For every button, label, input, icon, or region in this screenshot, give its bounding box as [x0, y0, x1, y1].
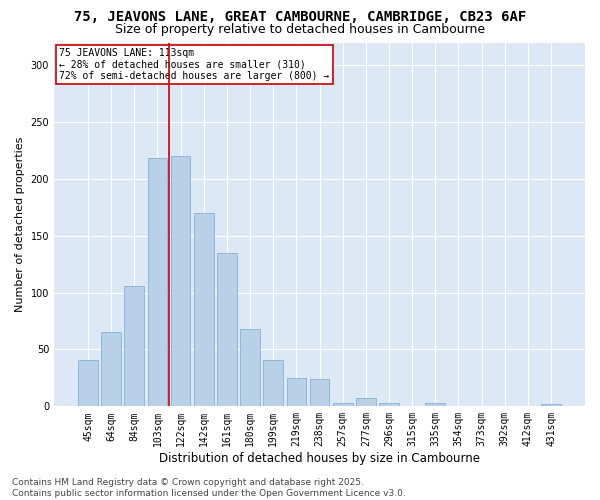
Bar: [356, 398, 376, 406]
Bar: [171, 156, 190, 406]
Text: 75, JEAVONS LANE, GREAT CAMBOURNE, CAMBRIDGE, CB23 6AF: 75, JEAVONS LANE, GREAT CAMBOURNE, CAMBR…: [74, 10, 526, 24]
Bar: [124, 286, 144, 406]
Bar: [148, 158, 167, 406]
Bar: [101, 332, 121, 406]
Bar: [263, 360, 283, 406]
X-axis label: Distribution of detached houses by size in Cambourne: Distribution of detached houses by size …: [159, 452, 480, 465]
Bar: [287, 378, 306, 406]
Bar: [425, 403, 445, 406]
Bar: [78, 360, 98, 406]
Bar: [240, 329, 260, 406]
Bar: [541, 404, 561, 406]
Y-axis label: Number of detached properties: Number of detached properties: [15, 136, 25, 312]
Bar: [194, 213, 214, 406]
Bar: [379, 403, 399, 406]
Text: Size of property relative to detached houses in Cambourne: Size of property relative to detached ho…: [115, 22, 485, 36]
Text: Contains HM Land Registry data © Crown copyright and database right 2025.
Contai: Contains HM Land Registry data © Crown c…: [12, 478, 406, 498]
Bar: [217, 253, 237, 406]
Bar: [310, 379, 329, 406]
Bar: [333, 403, 353, 406]
Text: 75 JEAVONS LANE: 113sqm
← 28% of detached houses are smaller (310)
72% of semi-d: 75 JEAVONS LANE: 113sqm ← 28% of detache…: [59, 48, 329, 81]
